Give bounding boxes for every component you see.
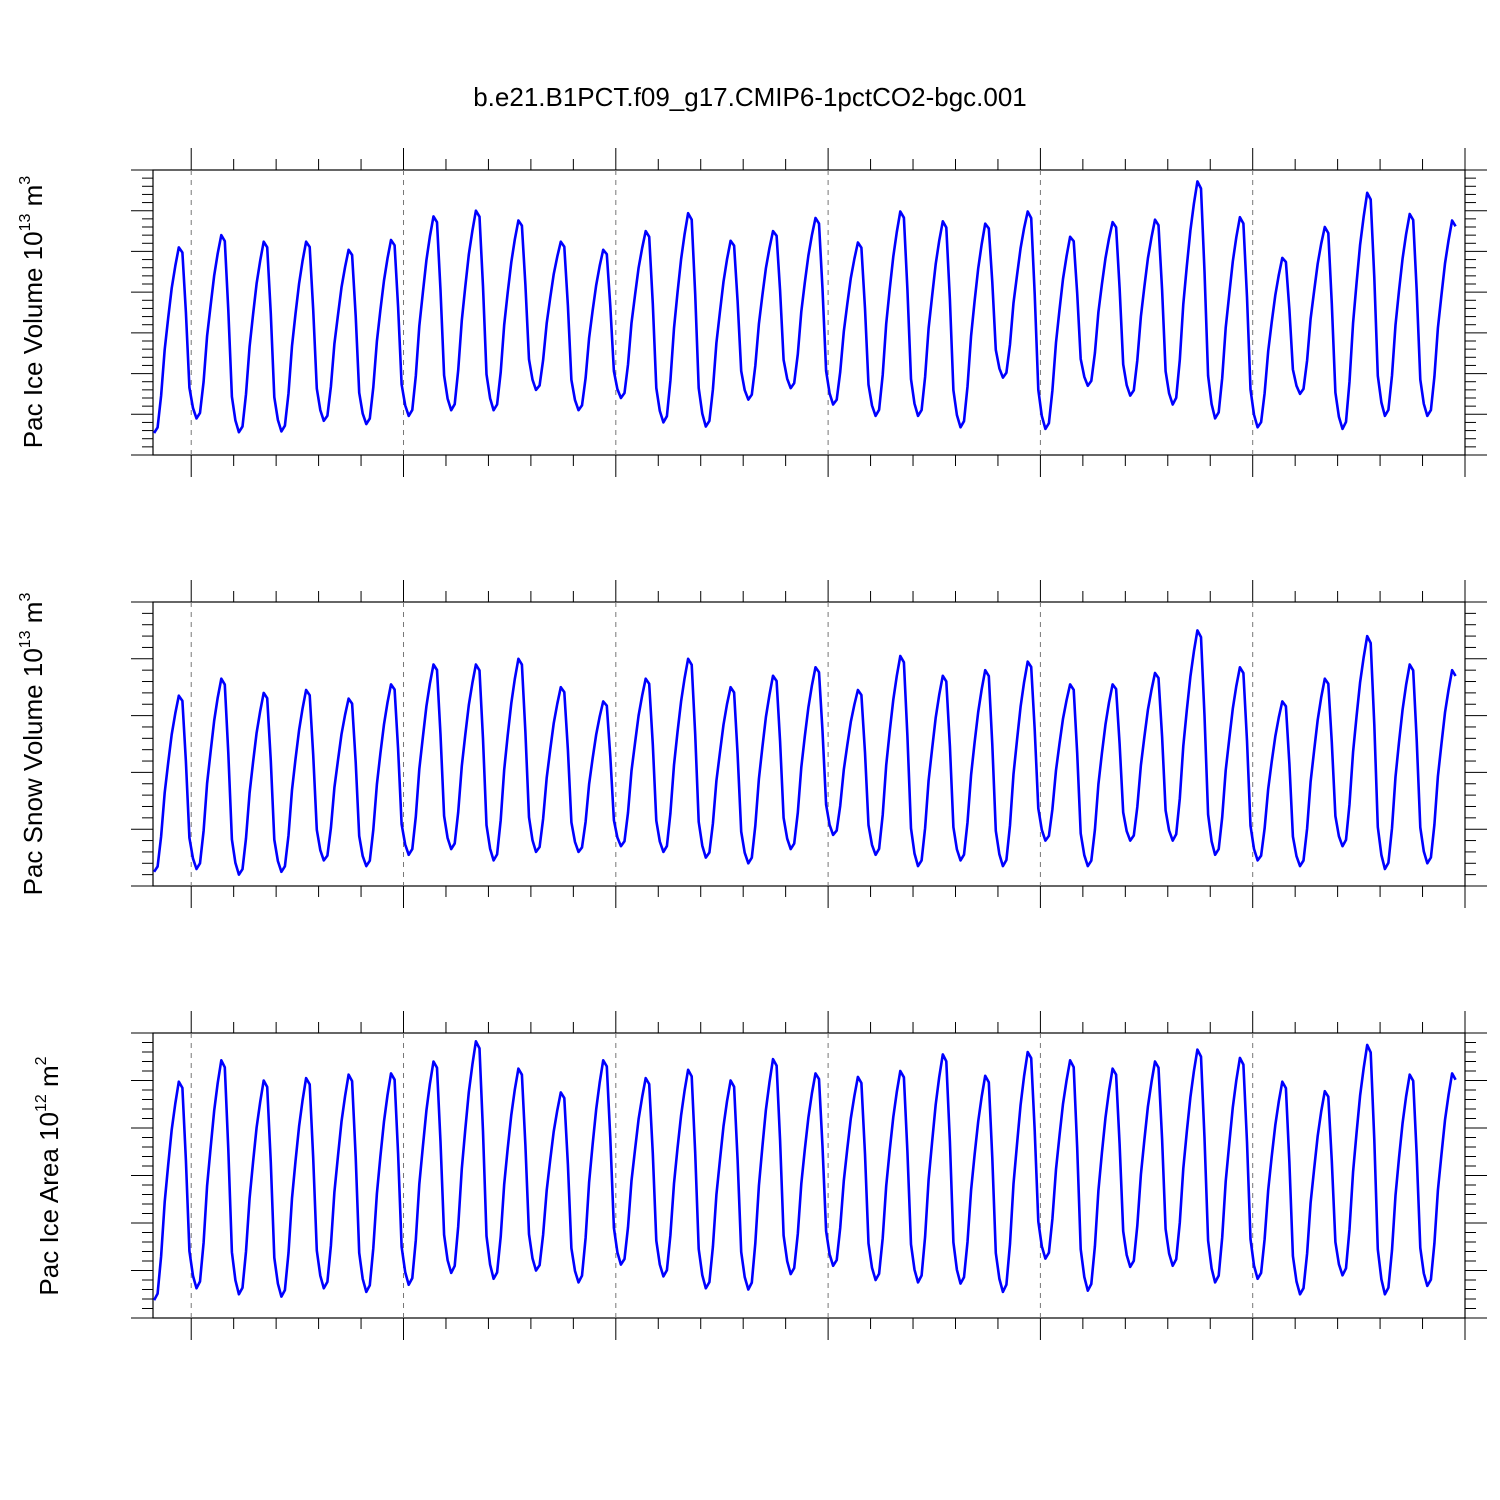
y-axis-label-unit: m	[18, 185, 48, 214]
y-axis-label-exponent: 13	[17, 630, 34, 648]
series-line	[153, 629, 1457, 876]
y-axis-label-text: Pac Ice Area 10	[34, 1112, 64, 1296]
y-axis-label-text: Pac Snow Volume 10	[18, 648, 48, 895]
y-axis-label: Pac Ice Area 1012 m2	[33, 1056, 64, 1295]
y-axis-label-unit-exponent: 3	[17, 593, 34, 602]
y-axis-label-unit-exponent: 3	[17, 176, 34, 185]
plot-frame	[152, 601, 1466, 887]
series-line	[152, 1040, 1457, 1301]
y-axis-label: Pac Ice Volume 1013 m3	[17, 176, 48, 449]
panel-ice-area: Pac Ice Area 1012 m2	[33, 1011, 1487, 1340]
panel-ice-volume: Pac Ice Volume 1013 m3	[17, 148, 1487, 477]
y-axis-label-unit-exponent: 2	[33, 1056, 50, 1065]
panel-snow-volume: Pac Snow Volume 1013 m3	[17, 580, 1487, 908]
series-line	[152, 180, 1457, 434]
figure-title: b.e21.B1PCT.f09_g17.CMIP6-1pctCO2-bgc.00…	[473, 82, 1027, 112]
y-axis-label-unit: m	[34, 1065, 64, 1094]
y-axis-label-exponent: 12	[33, 1094, 50, 1112]
plot-frame	[152, 169, 1466, 456]
y-axis-label-unit: m	[18, 602, 48, 631]
y-axis-label-text: Pac Ice Volume 10	[18, 231, 48, 448]
y-axis-label-exponent: 13	[17, 213, 34, 231]
y-axis-label: Pac Snow Volume 1013 m3	[17, 593, 48, 896]
